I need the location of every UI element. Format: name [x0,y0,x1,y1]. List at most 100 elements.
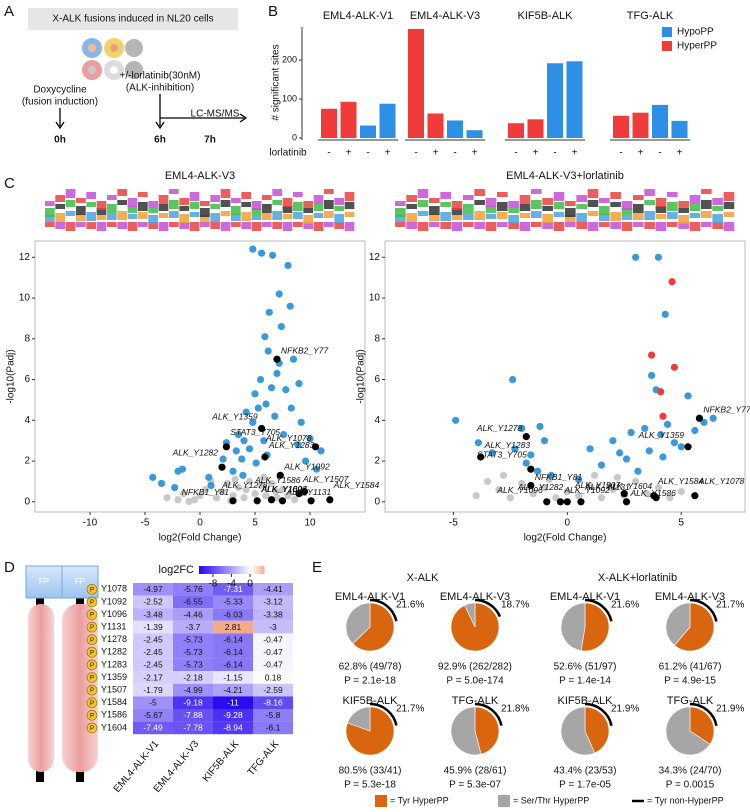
logo-block [334,206,345,211]
logo-block [542,198,553,205]
x-axis-title: log2(Fold Change) [524,533,607,544]
x-tick-label: - [327,148,330,159]
cell-value: 0.18 [265,672,282,682]
logo-block [599,206,610,215]
heat-cell [133,633,173,646]
colorbar-step [246,566,250,574]
facet-title: KIF5B-ALK [517,10,573,22]
point-label: ALK_Y1359 [638,430,685,440]
logo-block [723,202,735,209]
cell-value: -3 [269,622,277,632]
y-tick-label: 12 [369,252,381,263]
pie-slice [474,706,500,755]
point [276,471,284,479]
point [609,437,617,445]
point [171,483,179,492]
pie-label: 34.3% (24/70) [659,766,722,777]
point [149,473,157,481]
cell-value: -5.33 [223,597,243,607]
logo-block [587,200,599,207]
pie-slice [464,602,476,628]
facet-title: EML4-ALK-V3 [410,10,480,22]
bar [379,103,396,138]
logo-block [55,204,66,209]
colorbar-step [216,566,220,574]
logo-block [127,222,138,231]
point [253,497,261,505]
cell-value: -2.45 [143,634,163,644]
tyr-arc [689,702,718,727]
bar [321,108,337,138]
logo-block [655,214,667,219]
arc-label: 21.6% [396,600,424,611]
point [518,479,526,488]
logo-block [678,222,689,229]
point-label: ALK_Y1507 [574,480,621,490]
logo-block [272,189,283,196]
site-marker-label: P [90,587,94,593]
logo-block [179,198,190,205]
y-tick-label: 8 [374,333,380,344]
point [326,496,334,504]
point [317,447,325,455]
point [597,461,606,469]
colorbar-step [209,566,212,574]
point [267,496,276,504]
point [273,369,281,378]
point [536,422,544,431]
colorbar-step [214,566,217,574]
logo-block [576,222,587,229]
heat-cell [173,595,213,609]
heat-cell [173,683,213,697]
point [657,388,665,396]
group-title: X-ALK+lorlatinib [598,572,677,584]
heat-cell [213,583,253,596]
x-tick-label: - [366,148,369,159]
point [622,498,631,506]
bar [447,120,463,138]
logo-block [138,222,148,227]
colorbar-step [226,566,230,574]
point [609,485,617,494]
logo-block [262,213,272,220]
point [647,371,656,380]
point [677,488,685,496]
p-value: P = 1.7e-05 [559,780,611,791]
pie-slice [345,602,371,645]
logo-block [231,206,241,215]
p-value: P = 0.0015 [666,780,715,791]
x-tick-label: - [553,148,556,159]
logo-block [303,201,314,208]
x-tick-label: + [677,148,683,159]
point [256,481,265,490]
cell-value: -2.45 [143,647,163,657]
logo-block [429,206,440,215]
logo-block [117,211,128,220]
site-marker-label: P [90,638,94,644]
domain-label: FP [39,577,49,586]
logo-block [189,222,200,231]
point [234,483,243,492]
logo-block [451,222,463,231]
colorbar-step [244,566,247,574]
point [261,453,269,461]
logo-block [723,192,735,201]
point [647,351,656,359]
point [284,492,292,500]
logo-block [723,212,735,217]
heat-cell [213,608,253,621]
cell-value: -5 [149,697,157,707]
p-value: P = 1.4e-14 [559,676,611,687]
logo-block [610,192,621,199]
point [249,418,257,426]
logo-block [610,222,621,229]
arc-label: 18.7% [501,600,529,611]
point [185,497,193,506]
bar [652,104,668,138]
cell-value: -0.47 [263,647,283,657]
logo-block [96,208,107,215]
y-tick-label: 0 [24,496,30,507]
point [641,424,649,433]
cell-value: -3.38 [263,609,283,619]
